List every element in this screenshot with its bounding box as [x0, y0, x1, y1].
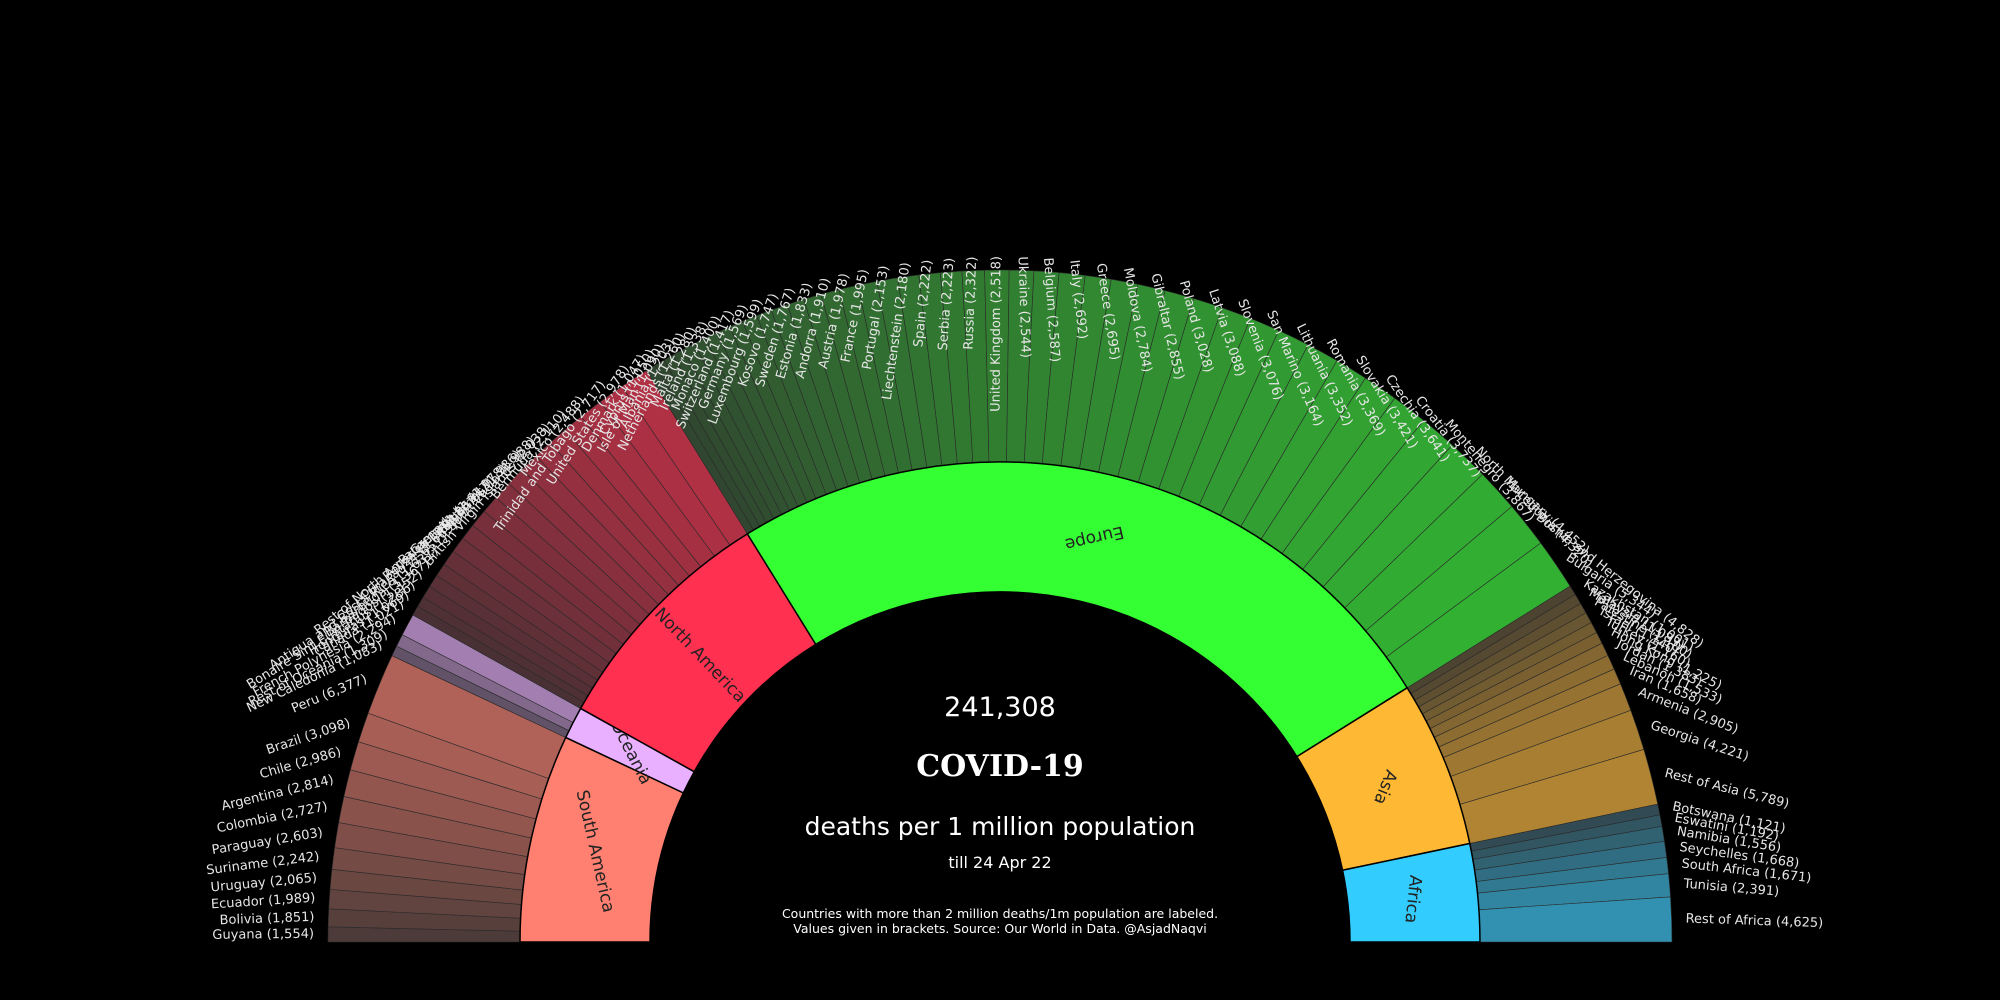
- country-label-guyana: Guyana (1,554): [212, 927, 314, 943]
- country-label-united-kingdom: United Kingdom (2,518): [989, 256, 1005, 412]
- country-label-rest-of-africa: Rest of Africa (4,625): [1685, 911, 1823, 931]
- country-label-serbia: Serbia (2,223): [936, 257, 958, 351]
- country-label-belgium: Belgium (2,587): [1040, 257, 1062, 363]
- date-label: till 24 Apr 22: [948, 853, 1051, 872]
- chart-title: COVID-19: [916, 749, 1084, 784]
- source-note-line2: Values given in brackets. Source: Our Wo…: [793, 921, 1206, 936]
- country-label-bolivia: Bolivia (1,851): [219, 910, 314, 928]
- total-value: 241,308: [944, 692, 1056, 723]
- outer-ring: [327, 269, 1673, 943]
- chart-subtitle: deaths per 1 million population: [805, 812, 1196, 841]
- country-label-russia: Russia (2,322): [961, 256, 980, 350]
- country-label-ukraine: Ukraine (2,544): [1015, 256, 1033, 358]
- source-note-line1: Countries with more than 2 million death…: [782, 906, 1218, 921]
- continent-segment-africa: [1341, 842, 1481, 943]
- continent-label-africa: Africa: [1400, 874, 1425, 924]
- country-label-ecuador: Ecuador (1,989): [211, 891, 316, 913]
- continent-segment-europe: [746, 461, 1409, 758]
- center-text: 241,308 COVID-19 deaths per 1 million po…: [782, 692, 1218, 936]
